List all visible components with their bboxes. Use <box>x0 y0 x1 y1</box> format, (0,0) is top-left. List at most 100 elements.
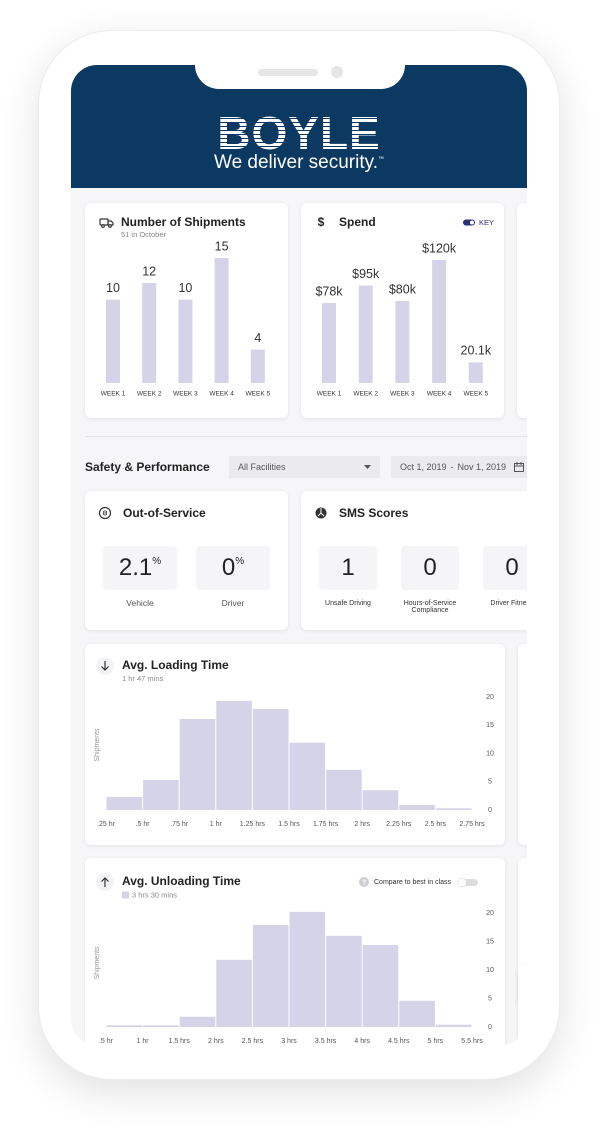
brand-logo: BOYLE <box>71 110 527 156</box>
sms-card: SMS Scores 1 Unsafe Driving 0 Hours-of-Serv… <box>301 491 527 630</box>
category-label: WEEK 4 <box>427 391 452 398</box>
date-to: Nov 1, 2019 <box>457 462 507 472</box>
key-label[interactable]: KEY <box>479 218 494 227</box>
next-card <box>518 858 527 1008</box>
bar <box>178 299 193 383</box>
x-tick-label: 2 hrs <box>208 1038 224 1045</box>
spend-card: $ Spend KEY $78k WEEK 1 $95k WEEK 2 $80k WEEK… <box>301 203 504 418</box>
value-label: 20.1k <box>461 344 492 358</box>
value-label: 10 <box>106 281 120 295</box>
y-tick-label: 5 <box>488 995 492 1002</box>
x-tick-label: .5 hr <box>136 821 151 828</box>
metric-box: 0% <box>196 546 270 590</box>
y-tick-label: 10 <box>486 750 494 757</box>
histogram-bar <box>143 780 179 810</box>
y-tick-label: 15 <box>486 938 494 945</box>
facility-filter[interactable]: All Facilities <box>229 456 380 478</box>
card-title: Avg. Unloading Time <box>122 874 241 888</box>
category-label: WEEK 3 <box>390 391 415 398</box>
up-arrow-icon <box>101 877 109 887</box>
metric-unit: % <box>235 556 245 567</box>
oos-card: Out-of-Service 2.1% Vehicle 0% Driver <box>85 491 288 630</box>
card-title: SMS Scores <box>339 506 409 520</box>
score-label: Hours-of-Service Compliance <box>403 600 457 614</box>
card-title: Spend <box>339 215 376 229</box>
category-label: WEEK 2 <box>137 391 162 398</box>
bar <box>142 283 157 383</box>
x-tick-label: 2.5 hrs <box>425 821 447 828</box>
y-tick-label: 0 <box>488 807 492 814</box>
bar <box>214 258 229 383</box>
metric-box: 2.1% <box>103 546 177 590</box>
compare-toggle[interactable] <box>457 877 479 888</box>
category-label: WEEK 1 <box>317 391 342 398</box>
histogram-bar <box>143 1025 179 1027</box>
score-box: 0 <box>483 546 527 590</box>
divider <box>85 436 527 437</box>
dollar-icon: $ <box>318 215 325 229</box>
histogram-bar <box>106 1025 143 1027</box>
dropdown-arrow <box>364 465 371 469</box>
section-title: Safety & Performance <box>85 460 210 474</box>
card-title: Out-of-Service <box>123 506 206 520</box>
y-tick-label: 15 <box>486 722 494 729</box>
metric-value: 0 <box>221 554 236 581</box>
y-tick-label: 0 <box>488 1024 492 1031</box>
tagline: We deliver security.™ <box>71 152 527 174</box>
y-tick-label: 5 <box>488 779 492 786</box>
x-tick-label: 4 hrs <box>354 1038 370 1045</box>
x-tick-label: 2.75 hrs <box>459 821 485 828</box>
bar <box>358 285 373 383</box>
spend-chart: $ Spend KEY $78k WEEK 1 $95k WEEK 2 $80k WEEK… <box>315 215 494 398</box>
score-label: Unsafe Driving <box>325 600 371 607</box>
camera <box>331 66 343 78</box>
bar <box>395 301 410 383</box>
bar <box>250 349 265 383</box>
key-toggle[interactable] <box>463 219 475 226</box>
date-separator: - <box>450 462 454 472</box>
x-tick-label: 1.5 hrs <box>278 821 300 828</box>
histogram-bar <box>326 769 362 810</box>
card-title: Number of Shipments <box>121 215 246 229</box>
help-icon-bg[interactable] <box>359 877 369 887</box>
bar <box>106 299 120 383</box>
x-tick-label: 4.5 hrs <box>388 1038 410 1045</box>
histogram-bar <box>289 911 326 1027</box>
x-tick-label: 2.25 hrs <box>386 821 412 828</box>
histogram-bar <box>399 1000 435 1027</box>
y-axis-label: Shipments <box>94 946 101 980</box>
y-tick-label: 10 <box>486 967 494 974</box>
value-label: $80k <box>389 282 417 296</box>
legend-swatch <box>122 891 129 899</box>
x-tick-label: 3 hrs <box>281 1038 297 1045</box>
value-label: $78k <box>315 284 343 298</box>
date-range[interactable]: Oct 1, 2019- Nov 1, 2019 <box>391 456 527 478</box>
category-label: WEEK 1 <box>101 391 126 398</box>
histogram-bar <box>252 924 289 1027</box>
category-label: WEEK 4 <box>209 391 234 398</box>
histogram-bar <box>289 742 326 810</box>
metric-label: Driver <box>221 598 245 608</box>
y-tick-label: 20 <box>486 694 494 701</box>
screen: BOYLE We deliver security.™ Number of Sh… <box>71 65 527 1045</box>
histogram-bar <box>326 935 362 1027</box>
bar <box>468 362 483 383</box>
speaker <box>258 69 318 76</box>
down-arrow-icon <box>101 661 109 671</box>
shipments-chart: Number of Shipments 51 in October 10 WEEK… <box>99 215 270 398</box>
x-tick-label: 2 hrs <box>354 821 370 828</box>
category-label: WEEK 3 <box>173 391 198 398</box>
category-label: WEEK 2 <box>353 391 378 398</box>
x-tick-label: 1 hr <box>137 1038 150 1045</box>
bar <box>432 260 447 383</box>
legend-text: 3 hrs 30 mins <box>132 890 177 899</box>
histogram-bar <box>216 959 252 1027</box>
help-icon[interactable]: ? <box>362 879 366 886</box>
metric-unit: % <box>152 556 162 567</box>
histogram-bar <box>179 719 216 810</box>
x-tick-label: 5.5 hrs <box>461 1038 483 1045</box>
histogram-bar <box>399 804 435 810</box>
x-tick-label: 1.5 hrs <box>168 1038 190 1045</box>
category-label: WEEK 5 <box>464 391 489 398</box>
